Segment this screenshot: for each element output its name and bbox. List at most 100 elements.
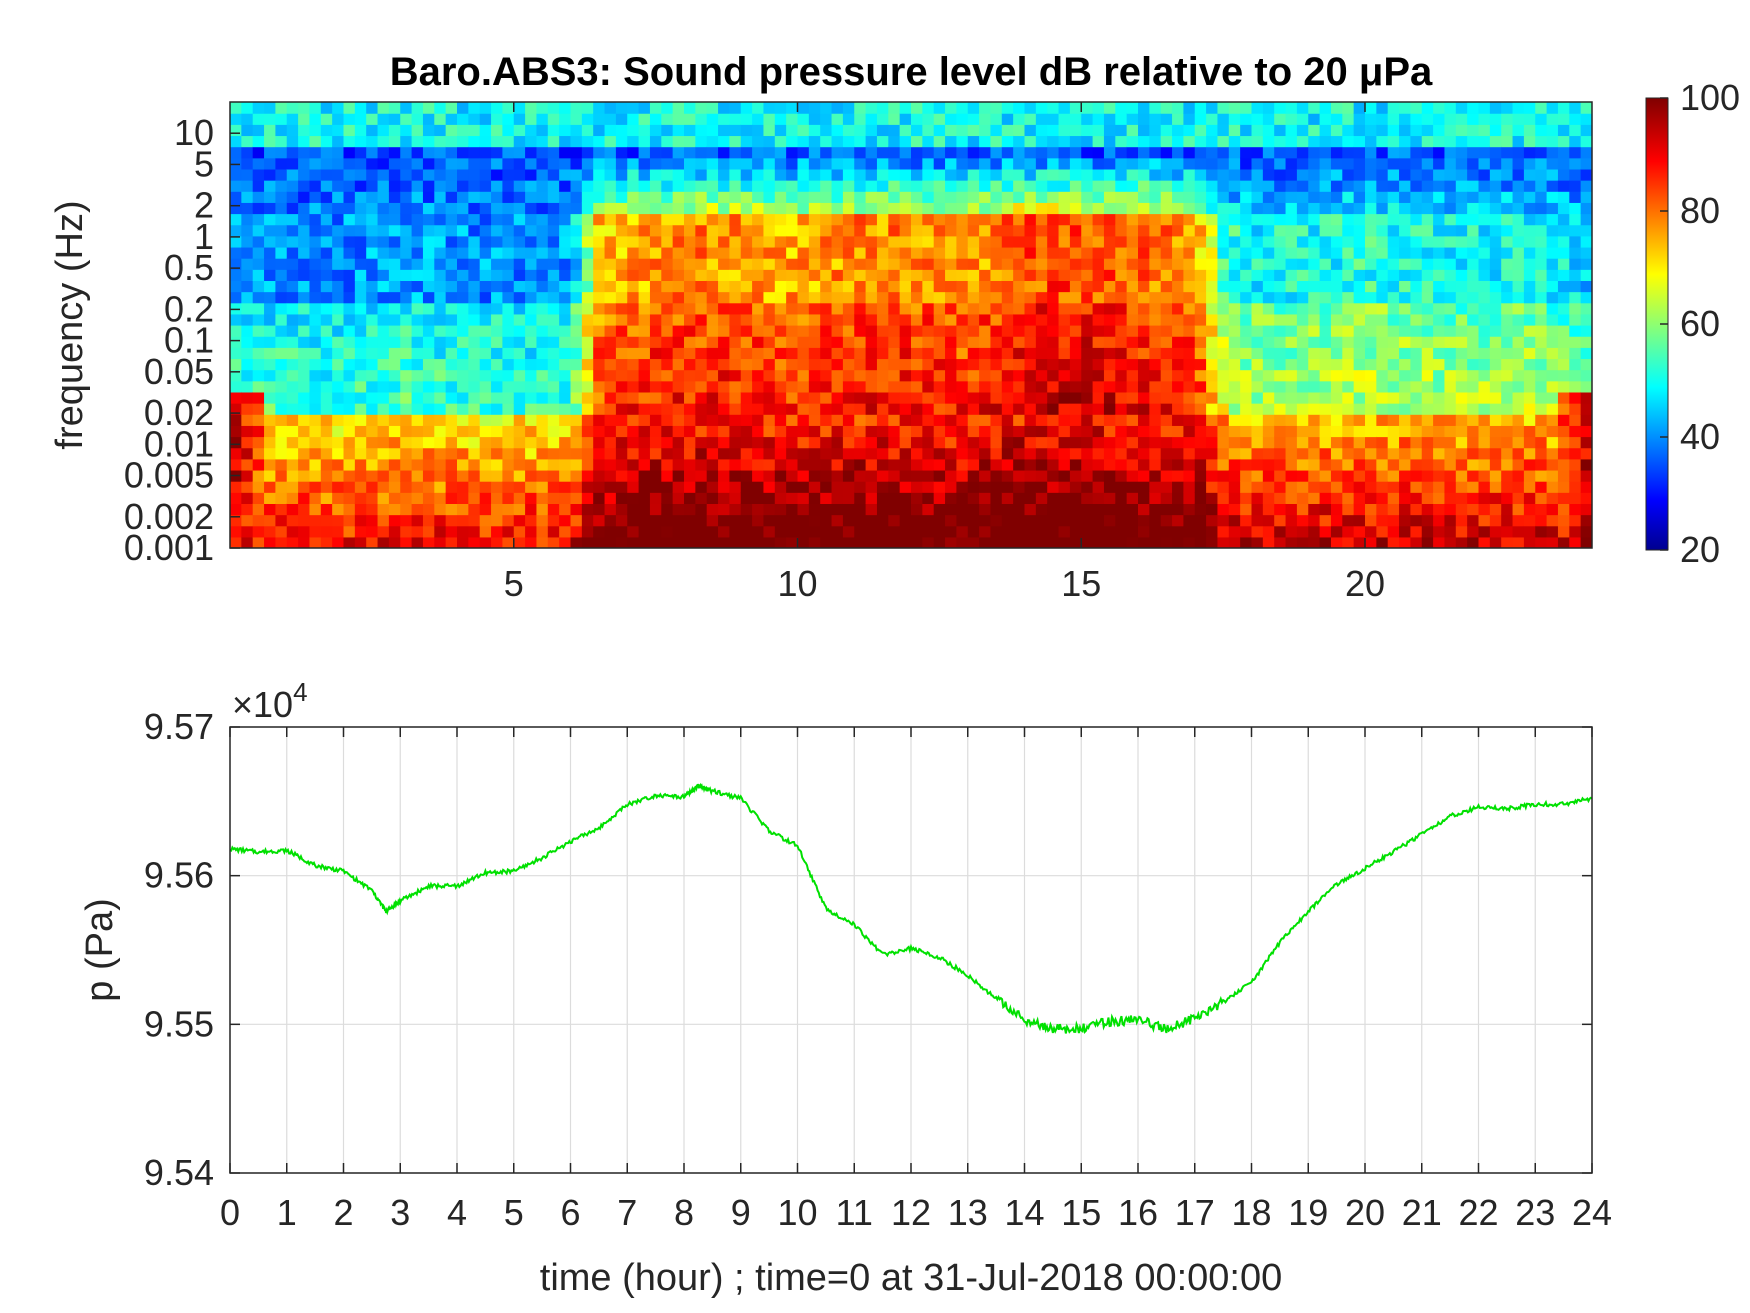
spectrogram-cell	[684, 403, 696, 415]
spectrogram-cell	[661, 135, 674, 148]
spectrogram-cell	[252, 146, 265, 159]
spectrogram-cell	[876, 503, 889, 516]
spectrogram-cell	[1410, 469, 1423, 482]
spectrogram-cell	[1149, 235, 1162, 248]
spectrogram-cell	[967, 436, 980, 449]
spectrogram-cell	[945, 325, 957, 337]
spectrogram-cell	[945, 302, 957, 315]
spectrogram-cell	[786, 403, 799, 415]
spectrogram-cell	[1206, 113, 1219, 125]
spectrogram-cell	[967, 313, 980, 326]
spectrogram-cell	[661, 180, 674, 192]
spectrogram-cell	[1421, 213, 1434, 226]
spectrogram-cell	[763, 325, 776, 337]
spectrogram-cell	[593, 414, 606, 426]
spectrogram-cell	[1319, 403, 1332, 415]
spectrogram-cell	[1274, 180, 1287, 192]
spectrogram-cell	[695, 514, 708, 527]
spectrogram-cell	[1069, 168, 1082, 181]
spectrogram-cell	[1024, 258, 1037, 270]
spectrogram-cell	[933, 102, 946, 114]
spectrogram-cell	[434, 347, 447, 360]
spectrogram-cell	[1058, 191, 1071, 203]
spectrogram-cell	[808, 113, 821, 125]
spectrogram-cell	[377, 258, 390, 270]
spectrogram-cell	[1421, 280, 1434, 293]
spectrogram-cell	[513, 302, 526, 315]
spectrogram-cell	[1172, 235, 1184, 248]
spectrogram-cell	[1501, 302, 1514, 315]
spectrogram-cell	[1081, 436, 1094, 449]
spectrogram-cell	[899, 347, 912, 360]
spectrogram-cell	[1206, 102, 1219, 114]
spectrogram-cell	[1274, 102, 1287, 114]
spectrogram-cell	[1228, 213, 1241, 226]
spectrogram-cell	[865, 481, 878, 493]
spectrogram-cell	[638, 168, 651, 181]
spectrogram-cell	[1421, 113, 1434, 125]
spectrogram-cell	[695, 302, 708, 315]
spectrogram-cell	[922, 469, 935, 482]
spectrogram-cell	[593, 157, 606, 170]
spectrogram-cell	[1410, 102, 1423, 114]
spectrogram-cell	[684, 213, 696, 226]
spectrogram-cell	[1172, 157, 1184, 170]
spectrogram-cell	[536, 224, 549, 237]
spectrogram-cell	[1081, 458, 1094, 471]
spectrogram-cell	[956, 124, 969, 137]
spectrogram-cell	[264, 135, 276, 148]
spectrogram-cell	[581, 458, 594, 471]
spectrogram-cell	[1035, 269, 1048, 281]
spectrogram-cell	[967, 168, 980, 181]
spectrogram-cell	[695, 224, 708, 237]
spectrogram-cell	[1546, 447, 1559, 460]
spectrogram-cell	[388, 113, 401, 125]
spectrogram-cell	[1410, 436, 1423, 449]
spectrogram-cell	[513, 436, 526, 449]
spectrogram-cell	[1285, 469, 1298, 482]
spectrogram-cell	[1399, 269, 1411, 281]
spectrogram-cell	[1319, 191, 1332, 203]
spectrogram-cell	[1580, 380, 1592, 393]
spectrogram-cell	[1274, 369, 1287, 382]
spectrogram-cell	[1421, 258, 1434, 270]
spectrogram-cell	[1399, 336, 1411, 348]
spectrogram-cell	[888, 213, 901, 226]
spectrogram-cell	[457, 514, 469, 527]
spectrogram-cell	[366, 458, 379, 471]
spectrogram-cell	[911, 180, 923, 192]
pressure-x-tick-label: 11	[836, 1192, 873, 1233]
spectrogram-cell	[615, 369, 628, 382]
spectrogram-cell	[286, 180, 299, 192]
spectrogram-cell	[332, 436, 345, 449]
spectrogram-cell	[388, 514, 401, 527]
spectrogram-cell	[468, 458, 481, 471]
spectrogram-cell	[638, 124, 651, 137]
pressure-y-exponent: ×104	[232, 677, 308, 725]
spectrogram-cell	[400, 380, 413, 393]
spectrogram-cell	[627, 135, 640, 148]
spectrogram-cell	[1024, 469, 1037, 482]
spectrogram-cell	[752, 536, 765, 548]
spectrogram-cell	[672, 280, 685, 293]
spectrogram-cell	[990, 146, 1003, 159]
spectrogram-cell	[888, 202, 901, 215]
spectrogram-cell	[1285, 235, 1298, 248]
spectrogram-cell	[1569, 291, 1582, 304]
spectrogram-cell	[695, 280, 708, 293]
spectrogram-cell	[615, 135, 628, 148]
spectrogram-cell	[1217, 302, 1230, 315]
spectrogram-cell	[684, 113, 696, 125]
spectrogram-cell	[320, 414, 333, 426]
spectrogram-cell	[1501, 325, 1514, 337]
spectrogram-cell	[604, 180, 617, 192]
spectrogram-cell	[457, 146, 469, 159]
spectrogram-cell	[1206, 135, 1219, 148]
spectrogram-cell	[230, 336, 242, 348]
spectrogram-cell	[752, 180, 765, 192]
spectrogram-cell	[842, 469, 855, 482]
spectrogram-cell	[479, 280, 492, 293]
spectrogram-cell	[706, 447, 719, 460]
spectrogram-cell	[400, 403, 413, 415]
spectrogram-cell	[1149, 191, 1162, 203]
